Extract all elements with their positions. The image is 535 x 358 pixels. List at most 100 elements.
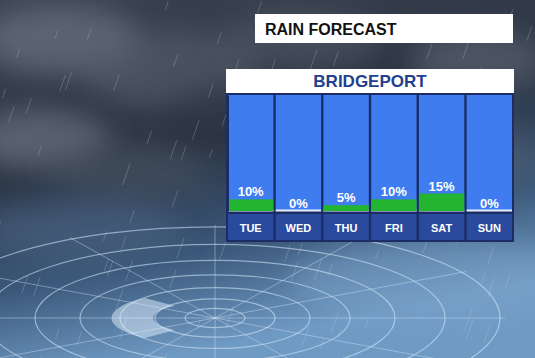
day-band (371, 213, 416, 240)
rain-streak (482, 272, 486, 284)
rain-streak (488, 278, 495, 297)
radar-spoke (0, 272, 215, 318)
x-tick: WED (286, 213, 312, 234)
rain-streak (170, 269, 176, 288)
rain-streak (172, 190, 178, 207)
column-background (323, 95, 368, 211)
column-background (467, 95, 512, 211)
rain-streak (331, 312, 338, 333)
x-tick-label: TUE (240, 222, 262, 234)
radar-spoke (215, 272, 466, 318)
bar (323, 205, 368, 211)
day-band (419, 213, 464, 240)
rain-streak (56, 329, 59, 339)
cloud (50, 140, 210, 200)
rain-streak (208, 84, 213, 98)
rain-streak (465, 308, 473, 330)
x-tick: THU (335, 213, 358, 234)
radar-spoke (215, 225, 216, 318)
rain-streak (147, 130, 152, 144)
rain-streak (121, 236, 126, 250)
chart-container: RAIN FORECAST BRIDGEPORT TUE WED THU FRI SAT SU… (0, 0, 535, 358)
x-tick-label: THU (335, 222, 358, 234)
rain-streak (488, 246, 494, 263)
rain-streak (2, 89, 5, 98)
day-band (467, 213, 512, 240)
data-label: 10% (381, 184, 407, 199)
rain-streak (38, 146, 42, 156)
rain-streak (484, 326, 490, 344)
x-tick: FRI (385, 213, 403, 234)
x-tick: TUE (240, 213, 262, 234)
rain-streak (217, 33, 221, 44)
radar (0, 225, 505, 358)
rain-streak (427, 44, 432, 59)
radar-spoke (215, 318, 360, 358)
rain-streak (376, 250, 379, 259)
data-label: 0% (289, 196, 308, 211)
chart-svg: RAIN FORECAST BRIDGEPORT TUE WED THU FRI SAT SU… (0, 0, 535, 358)
day-band (323, 213, 368, 240)
y-axis-line (228, 96, 229, 212)
x-tick: SUN (478, 213, 501, 234)
x-tick-label: SAT (431, 222, 452, 234)
rain-streak (310, 49, 317, 70)
rain-streak (17, 49, 20, 58)
x-axis-line (229, 213, 513, 214)
title-box (255, 14, 513, 43)
background (0, 0, 535, 358)
radar-sweep (111, 298, 175, 338)
rain-streak (76, 331, 81, 346)
column-background (276, 95, 321, 211)
rain-streak (8, 107, 13, 123)
rain-streak (506, 274, 511, 288)
cloud (0, 200, 180, 260)
x-tick: SAT (431, 213, 452, 234)
panel-frame (226, 93, 514, 242)
rain-streak (192, 120, 199, 140)
rain-streak (55, 30, 58, 38)
columns (228, 95, 512, 240)
radar-spoke (215, 318, 505, 319)
rain-streak (165, 1, 168, 9)
rain-streak (122, 163, 130, 185)
rain-streak (173, 55, 177, 67)
bar (228, 199, 273, 211)
rain-streak (65, 72, 71, 89)
rain-streak (114, 75, 120, 91)
x-tick-label: FRI (385, 222, 403, 234)
rain-streak (60, 75, 66, 91)
x-axis: TUE WED THU FRI SAT SUN (229, 213, 513, 234)
rain-streak (0, 221, 1, 232)
rain-streak (0, 330, 1, 342)
day-band (228, 213, 273, 240)
radar-ring (0, 244, 445, 358)
radar-spoke (215, 318, 466, 358)
rain-streak (365, 320, 368, 329)
x-tick-label: SUN (478, 222, 501, 234)
data-label: 5% (337, 190, 356, 205)
radar-spoke (0, 318, 215, 358)
rain-streak (291, 261, 298, 281)
rain-streak (33, 277, 40, 297)
column-background (419, 95, 464, 211)
rain-streak (170, 140, 177, 159)
x-tick-label: WED (286, 222, 312, 234)
radar-spoke (215, 238, 360, 318)
title: RAIN FORECAST (265, 21, 397, 38)
data-label: 15% (429, 179, 455, 194)
radar-spoke (0, 318, 215, 319)
rain-streak (38, 357, 42, 358)
subtitle: BRIDGEPORT (313, 72, 427, 91)
radar-ring (0, 227, 500, 358)
rain-streak (104, 259, 108, 271)
rain-streak (181, 146, 186, 161)
rain-streak (107, 261, 112, 276)
subtitle-box (226, 69, 514, 93)
data-labels: 10%0%5%10%15%0% (238, 179, 500, 211)
rain-streak (87, 28, 91, 40)
y-axis (228, 96, 229, 212)
data-label: 0% (480, 196, 499, 211)
day-band (276, 213, 321, 240)
column-background (228, 95, 273, 211)
